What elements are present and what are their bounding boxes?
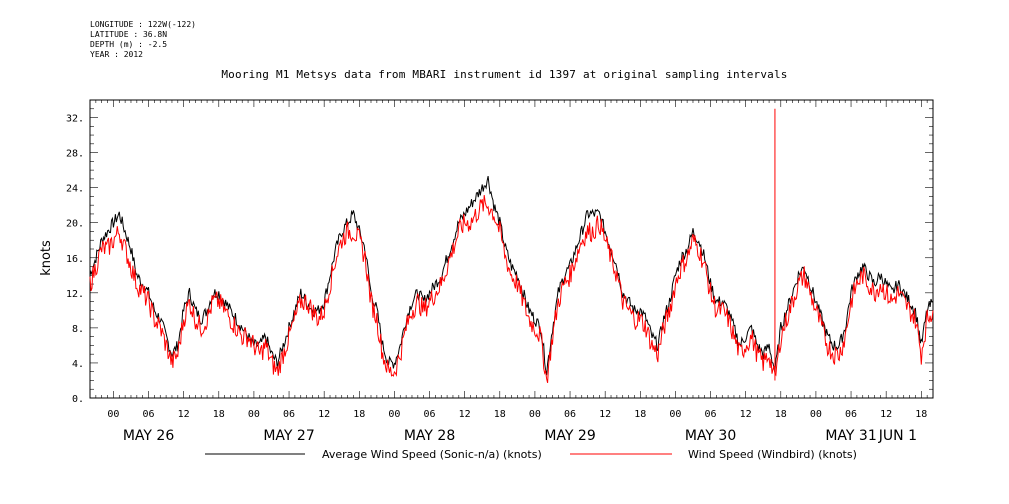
legend-label-windbird: Wind Speed (Windbird) (knots): [688, 448, 857, 461]
longitude-text: LONGITUDE : 122W(-122): [90, 20, 196, 29]
x-tick-label: 18: [213, 409, 225, 420]
y-tick-label: 12.: [66, 289, 84, 300]
x-tick-label: 18: [915, 409, 927, 420]
legend-label-average: Average Wind Speed (Sonic-n/a) (knots): [322, 448, 542, 461]
year-text: YEAR : 2012: [90, 50, 143, 59]
x-tick-label: 12: [740, 409, 752, 420]
x-tick-label: 12: [599, 409, 611, 420]
x-tick-label: 18: [634, 409, 646, 420]
day-label: MAY 30: [685, 428, 736, 444]
latitude-text: LATITUDE : 36.8N: [90, 30, 168, 39]
x-tick-label: 00: [107, 409, 119, 420]
x-tick-label: 00: [669, 409, 681, 420]
x-tick-label: 12: [318, 409, 330, 420]
x-tick-label: 06: [424, 409, 436, 420]
x-tick-label: 06: [143, 409, 155, 420]
y-tick-label: 8.: [72, 324, 84, 335]
day-label: JUN 1: [878, 428, 917, 444]
y-tick-label: 20.: [66, 219, 84, 230]
day-label: MAY 26: [123, 428, 174, 444]
chart-title: Mooring M1 Metsys data from MBARI instru…: [221, 68, 788, 81]
y-tick-label: 4.: [72, 359, 84, 370]
metadata-block: LONGITUDE : 122W(-122) LATITUDE : 36.8N …: [90, 20, 196, 60]
x-tick-label: 18: [353, 409, 365, 420]
x-tick-label: 00: [388, 409, 400, 420]
plot-frame: [89, 99, 934, 399]
x-tick-label: 06: [845, 409, 857, 420]
x-tick-label: 00: [248, 409, 260, 420]
day-label: MAY 31: [825, 428, 876, 444]
series-line-windbird: [89, 195, 934, 384]
x-tick-label: 06: [283, 409, 295, 420]
x-tick-label: 12: [880, 409, 892, 420]
day-label: MAY 29: [544, 428, 595, 444]
y-tick-label: 24.: [66, 184, 84, 195]
y-tick-label: 16.: [66, 254, 84, 265]
depth-text: DEPTH (m) : -2.5: [90, 40, 168, 49]
x-tick-label: 18: [775, 409, 787, 420]
y-axis-label: knots: [39, 240, 54, 276]
x-tick-label: 18: [494, 409, 506, 420]
x-tick-label: 12: [178, 409, 190, 420]
y-tick-label: 32.: [66, 114, 84, 125]
day-label: MAY 28: [404, 428, 455, 444]
day-label: MAY 27: [263, 428, 314, 444]
y-tick-label: 0.: [72, 394, 84, 405]
x-tick-label: 06: [564, 409, 576, 420]
x-tick-label: 00: [529, 409, 541, 420]
y-tick-label: 28.: [66, 149, 84, 160]
x-tick-label: 00: [810, 409, 822, 420]
x-tick-label: 06: [705, 409, 717, 420]
x-tick-label: 12: [459, 409, 471, 420]
series-line-average-sonic: [89, 175, 934, 376]
